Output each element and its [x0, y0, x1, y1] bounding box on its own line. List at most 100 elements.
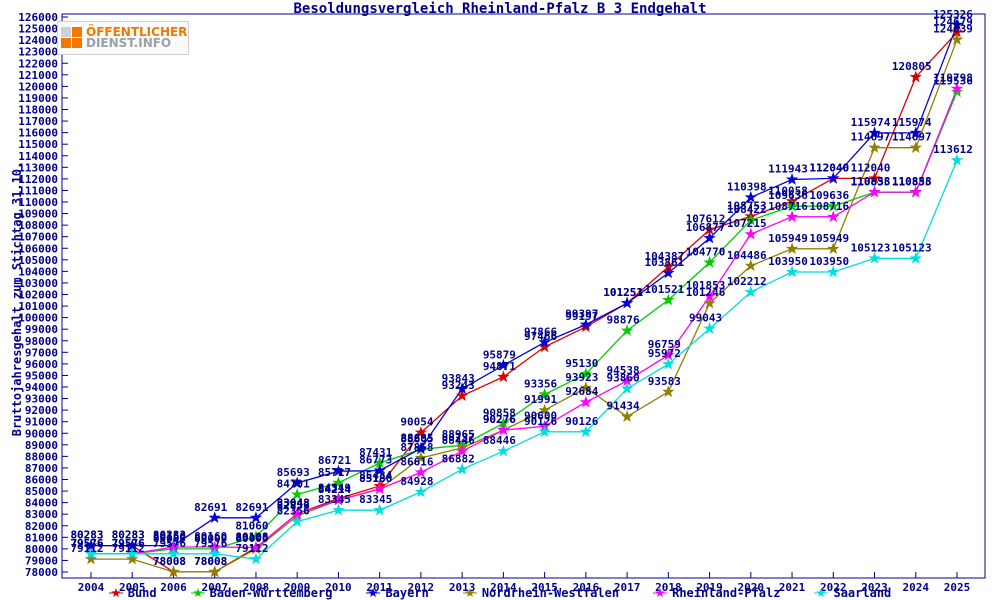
data-point-label: 83345 — [318, 493, 351, 506]
series-line-Bund — [91, 31, 958, 573]
y-tick-label: 115000 — [18, 138, 58, 151]
logo-blocks-icon — [61, 27, 82, 49]
data-point-label: 97466 — [524, 330, 557, 343]
y-tick-label: 84000 — [25, 497, 58, 510]
data-point-label: 79576 — [70, 537, 103, 550]
logo-line2: DIENST.INFO — [86, 36, 172, 50]
data-point-Nordrhein-Westfalen-2006 — [167, 565, 180, 578]
y-tick-label: 80000 — [25, 543, 58, 556]
data-point-label: 104770 — [686, 245, 726, 258]
x-tick-label: 2024 — [903, 581, 930, 594]
y-tick-label: 92000 — [25, 404, 58, 417]
y-tick-label: 123000 — [18, 46, 58, 59]
x-tick-label: 2009 — [284, 581, 311, 594]
data-point-label: 88685 — [400, 431, 433, 444]
data-point-label: 101251 — [603, 286, 643, 299]
x-tick-label: 2015 — [531, 581, 558, 594]
y-tick-label: 102000 — [18, 289, 58, 302]
y-tick-label: 105000 — [18, 254, 58, 267]
data-point-Bund-2024 — [909, 70, 922, 83]
x-tick-label: 2018 — [655, 581, 682, 594]
data-point-Rheinland-Pfalz-2023 — [868, 185, 881, 198]
data-point-label: 82691 — [194, 501, 227, 514]
data-point-label: 112040 — [809, 161, 849, 174]
data-point-Rheinland-Pfalz-2011 — [373, 482, 386, 495]
data-point-Baden-Württemberg-2019 — [703, 255, 716, 268]
data-point-label: 79576 — [194, 537, 227, 550]
data-point-Rheinland-Pfalz-2014 — [497, 423, 510, 436]
y-tick-label: 114000 — [18, 150, 58, 163]
data-point-Bayern-2018 — [662, 266, 675, 279]
x-tick-label: 2016 — [573, 581, 600, 594]
x-tick-label: 2013 — [449, 581, 476, 594]
y-tick-label: 103000 — [18, 277, 58, 290]
data-point-Bund-2014 — [497, 370, 510, 383]
data-point-label: 93356 — [524, 377, 557, 390]
legend-item-Bayern: Bayern — [366, 586, 429, 600]
data-point-Bayern-2012 — [414, 441, 428, 454]
x-tick-label: 2010 — [325, 581, 352, 594]
data-point-label: 80160 — [194, 530, 227, 543]
data-point-label: 102212 — [727, 275, 767, 288]
data-point-label: 80000 — [153, 532, 186, 545]
data-point-label: 110398 — [727, 180, 767, 193]
legend-item-Baden-Württemberg: Baden-Württemberg — [190, 586, 332, 600]
data-point-Saarland-2021 — [785, 265, 799, 278]
data-point-Nordrhein-Westfalen-2023 — [868, 141, 881, 153]
data-point-label: 80000 — [235, 532, 268, 545]
data-point-Bayern-2010 — [332, 464, 345, 477]
data-point-label: 90276 — [483, 413, 516, 426]
data-point-Rheinland-Pfalz-2020 — [744, 227, 758, 240]
y-tick-label: 101000 — [18, 300, 58, 313]
data-point-Saarland-2016 — [579, 425, 593, 438]
legend-label: Nordrhein-Westfalen — [481, 586, 620, 600]
data-point-Baden-Württemberg-2008 — [249, 530, 263, 542]
y-tick-label: 85000 — [25, 485, 58, 498]
data-point-label: 85717 — [318, 466, 351, 479]
x-tick-label: 2004 — [78, 581, 105, 594]
data-point-Bayern-2009 — [290, 476, 304, 489]
legend-label: Bund — [127, 586, 157, 600]
data-point-label: 80283 — [70, 529, 103, 542]
data-point-Saarland-2017 — [620, 382, 634, 394]
x-tick-label: 2019 — [696, 581, 723, 594]
data-point-label: 85693 — [277, 466, 310, 479]
data-point-Saarland-2015 — [538, 425, 551, 438]
data-point-Bayern-2023 — [868, 126, 881, 139]
data-point-label: 105123 — [892, 241, 932, 254]
y-tick-label: 122000 — [18, 57, 58, 70]
legend-marker-icon — [366, 588, 381, 598]
data-point-label: 84701 — [277, 478, 310, 491]
data-point-label: 88446 — [442, 434, 475, 447]
data-point-Bayern-2017 — [620, 296, 634, 309]
data-point-label: 96759 — [648, 338, 681, 351]
data-point-label: 115974 — [851, 116, 891, 129]
data-point-label: 108716 — [768, 200, 808, 213]
data-point-label: 80000 — [194, 532, 227, 545]
data-point-Saarland-2006 — [167, 547, 180, 560]
data-point-Baden-Württemberg-2015 — [538, 387, 551, 400]
data-point-label: 87858 — [400, 441, 433, 454]
y-tick-label: 82000 — [25, 520, 58, 533]
y-tick-label: 106000 — [18, 242, 58, 255]
data-point-Rheinland-Pfalz-2019 — [703, 289, 716, 302]
y-tick-label: 93000 — [25, 393, 58, 406]
chart-legend: Bund Baden-Württemberg Bayern Nordrhein-Wes… — [0, 586, 1000, 600]
data-point-label: 82356 — [277, 505, 310, 518]
legend-marker-icon — [462, 588, 477, 598]
y-tick-label: 118000 — [18, 104, 58, 117]
data-point-label: 94871 — [483, 360, 516, 373]
series-line-Nordrhein-Westfalen — [91, 39, 958, 573]
data-point-label: 79112 — [235, 542, 268, 555]
data-point-label: 84214 — [318, 483, 351, 496]
data-point-label: 86882 — [442, 452, 475, 465]
y-tick-label: 126000 — [18, 11, 58, 24]
x-tick-label: 2014 — [490, 581, 517, 594]
data-point-label: 101246 — [686, 286, 726, 299]
data-point-Bayern-2022 — [827, 171, 840, 184]
x-tick-label: 2025 — [944, 581, 971, 594]
data-point-Baden-Württemberg-2017 — [620, 324, 634, 336]
data-point-label: 119798 — [933, 72, 973, 85]
